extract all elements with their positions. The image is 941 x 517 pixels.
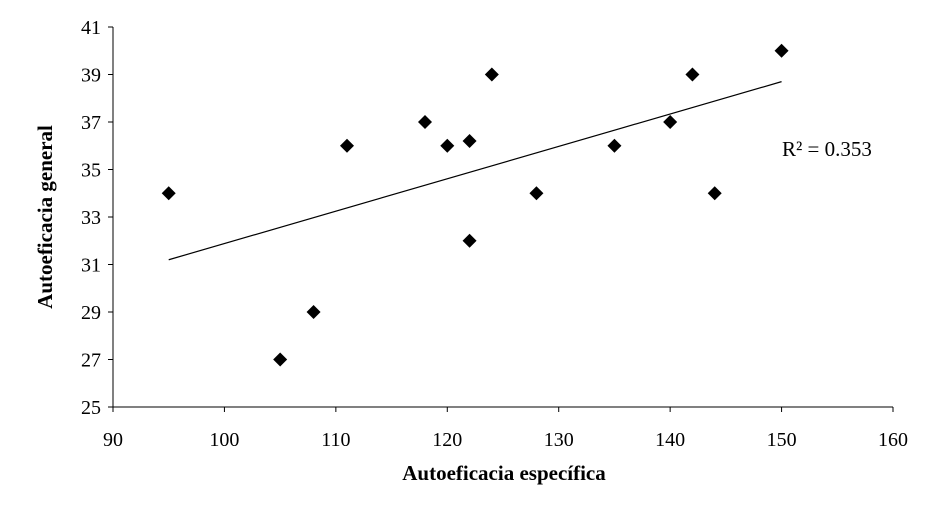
x-tick-label: 90 <box>103 429 123 451</box>
r-squared-annotation: R² = 0.353 <box>782 137 872 161</box>
data-point <box>440 138 455 153</box>
trendline <box>168 81 782 261</box>
data-point <box>685 67 700 82</box>
x-tick-label: 110 <box>321 429 350 451</box>
data-points <box>161 43 789 367</box>
data-point <box>273 352 288 367</box>
y-axis-ticks: 25 27 29 31 33 35 37 39 41 <box>81 17 113 419</box>
x-axis-ticks: 90 100 110 120 130 140 150 160 <box>103 407 908 451</box>
y-tick-label: 27 <box>81 350 101 372</box>
y-tick-label: 29 <box>81 302 101 324</box>
data-point <box>774 43 789 58</box>
y-tick-label: 25 <box>81 397 101 419</box>
x-tick-label: 150 <box>767 429 797 451</box>
axes <box>112 27 893 408</box>
y-tick-label: 35 <box>81 160 101 182</box>
data-point <box>340 138 354 153</box>
x-tick-label: 120 <box>432 429 462 451</box>
x-axis-title: Autoeficacia específica <box>402 461 606 485</box>
y-axis-title: Autoeficacia general <box>33 125 57 309</box>
x-tick-label: 140 <box>655 429 685 451</box>
data-point <box>418 115 432 129</box>
data-point <box>462 233 477 248</box>
y-tick-label: 39 <box>81 65 101 87</box>
y-tick-label: 41 <box>81 17 101 39</box>
data-point <box>161 186 176 201</box>
data-point <box>707 186 722 201</box>
x-tick-label: 130 <box>544 429 574 451</box>
data-point <box>529 186 544 201</box>
y-tick-label: 31 <box>81 255 101 277</box>
data-point <box>462 134 477 148</box>
data-point <box>306 305 321 319</box>
y-tick-label: 33 <box>81 207 101 229</box>
x-tick-label: 160 <box>878 429 908 451</box>
data-point <box>607 138 622 153</box>
x-tick-label: 100 <box>209 429 239 451</box>
data-point <box>484 67 499 82</box>
y-tick-label: 37 <box>81 112 101 134</box>
data-point <box>663 115 678 129</box>
